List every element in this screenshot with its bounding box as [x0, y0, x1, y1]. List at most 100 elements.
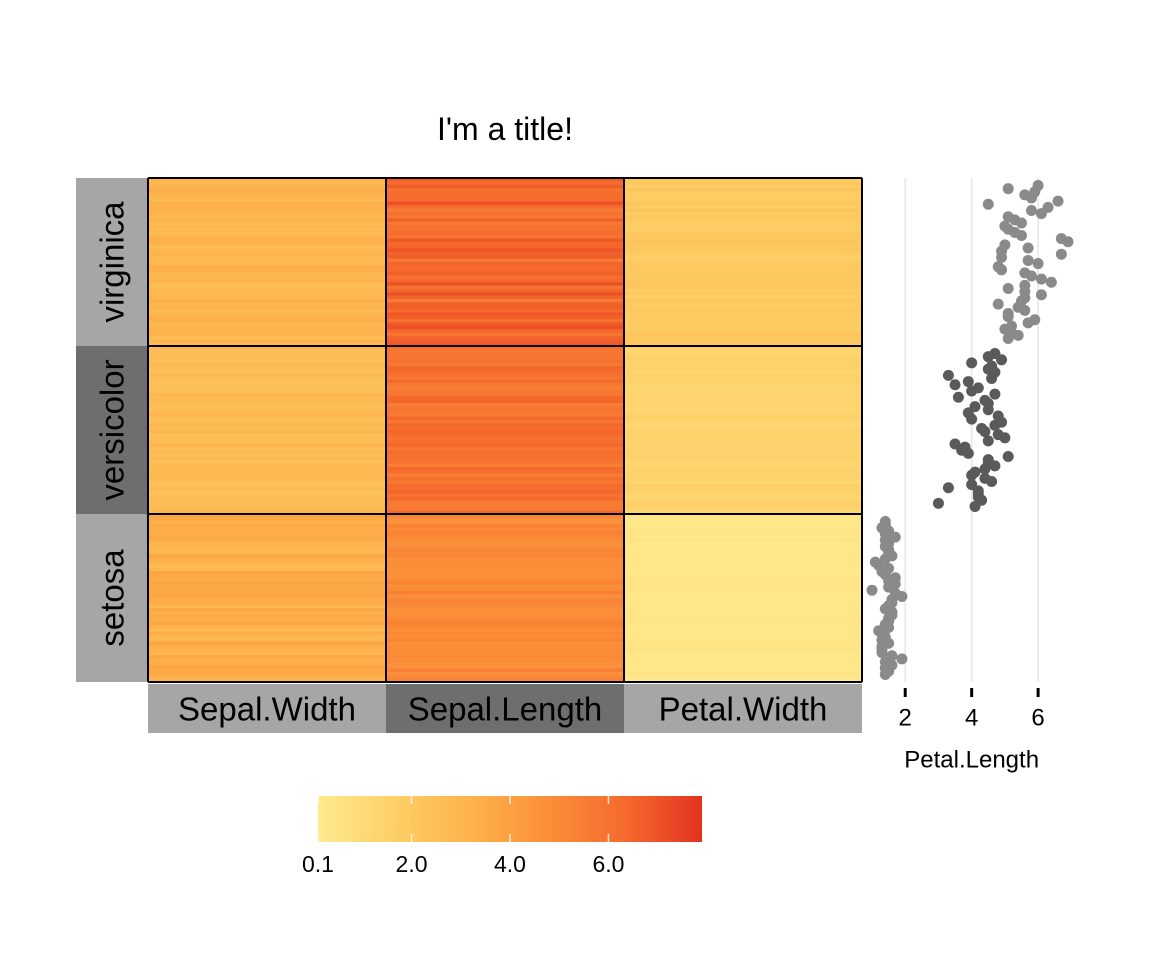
- heatmap-row-stripe: [386, 433, 624, 438]
- scatter-x-axis-label: Petal.Length: [904, 747, 1039, 774]
- scatter-point: [1012, 329, 1024, 341]
- heatmap-row-stripe: [148, 547, 386, 552]
- heatmap-row-stripe: [148, 480, 386, 485]
- heatmap-row-stripe: [624, 194, 862, 199]
- heatmap-row-stripe: [624, 594, 862, 599]
- heatmap-row-stripe: [148, 231, 386, 236]
- heatmap-row-stripe: [148, 473, 386, 478]
- heatmap-row-stripe: [386, 275, 624, 280]
- heatmap-row-stripe: [148, 574, 386, 579]
- heatmap-row-stripe: [386, 225, 624, 229]
- heatmap-row-stripe: [148, 399, 386, 404]
- heatmap-row-stripe: [386, 295, 624, 300]
- heatmap-row-stripe: [386, 278, 624, 283]
- heatmap-row-stripe: [624, 547, 862, 552]
- column-label-bg: [148, 684, 386, 733]
- heatmap-row-stripe: [624, 470, 862, 475]
- heatmap-row-stripe: [386, 527, 624, 532]
- heatmap-row-stripe: [148, 571, 386, 576]
- heatmap-row-stripe: [624, 393, 862, 397]
- heatmap-row-stripe: [148, 382, 386, 387]
- heatmap-row-stripe: [624, 614, 862, 619]
- heatmap-row-stripe: [148, 634, 386, 639]
- heatmap-row-stripe: [624, 598, 862, 602]
- heatmap-row-stripe: [386, 329, 624, 334]
- scatter-point: [896, 653, 908, 665]
- heatmap-row-stripe: [386, 443, 624, 448]
- heatmap-row-stripe: [624, 191, 862, 196]
- heatmap-row-stripe: [624, 557, 862, 562]
- heatmap-row-stripe: [386, 480, 624, 485]
- heatmap-row-stripe: [148, 406, 386, 411]
- heatmap-row-stripe: [386, 618, 624, 623]
- heatmap-row-stripe: [148, 386, 386, 391]
- heatmap-row-stripe: [148, 436, 386, 441]
- heatmap-row-stripe: [624, 463, 862, 468]
- heatmap-row-stripe: [624, 362, 862, 367]
- heatmap-row-stripe: [624, 295, 862, 300]
- heatmap-row-stripe: [148, 225, 386, 229]
- heatmap-row-stripe: [624, 416, 862, 421]
- heatmap-row-stripe: [148, 443, 386, 448]
- heatmap-row-stripe: [624, 302, 862, 307]
- heatmap-row-stripe: [624, 446, 862, 451]
- heatmap-row-stripe: [148, 591, 386, 596]
- heatmap-row-stripe: [624, 231, 862, 236]
- heatmap-row-stripe: [148, 416, 386, 421]
- heatmap-row-stripe: [624, 550, 862, 555]
- heatmap-row-stripe: [624, 567, 862, 572]
- heatmap-row-stripe: [386, 453, 624, 458]
- heatmap-row-stripe: [386, 231, 624, 236]
- heatmap-row-stripe: [624, 342, 862, 347]
- scatter-x-tick-label: 4: [965, 705, 978, 732]
- scatter-x-tick-label: 6: [1031, 705, 1044, 732]
- heatmap-row-stripe: [148, 325, 386, 330]
- heatmap-row-stripe: [148, 339, 386, 344]
- heatmap-row-stripe: [386, 272, 624, 277]
- heatmap-cell: [386, 514, 624, 683]
- scatter-point: [986, 373, 998, 385]
- heatmap-row-stripe: [148, 581, 386, 586]
- scatter-point: [1025, 205, 1037, 217]
- heatmap-row-stripe: [624, 282, 862, 287]
- scatter-point: [1002, 451, 1014, 463]
- heatmap-row-stripe: [148, 645, 386, 649]
- heatmap-row-stripe: [386, 430, 624, 434]
- heatmap-row-stripe: [386, 456, 624, 461]
- heatmap-row-stripe: [386, 577, 624, 582]
- heatmap-row-stripe: [386, 503, 624, 508]
- heatmap-row-stripe: [386, 346, 624, 350]
- heatmap-row-stripe: [624, 433, 862, 438]
- heatmap-row-stripe: [148, 255, 386, 260]
- heatmap-row-stripe: [624, 624, 862, 629]
- heatmap-row-stripe: [148, 584, 386, 589]
- heatmap-row-stripe: [624, 272, 862, 277]
- heatmap-row-stripe: [624, 204, 862, 209]
- heatmap-row-stripe: [624, 665, 862, 670]
- heatmap-row-stripe: [148, 342, 386, 347]
- heatmap-row-stripe: [148, 446, 386, 451]
- heatmap-row-stripe: [624, 587, 862, 592]
- heatmap-row-stripe: [386, 419, 624, 424]
- heatmap-row-stripe: [624, 349, 862, 354]
- heatmap-row-stripe: [386, 584, 624, 589]
- heatmap-row-stripe: [386, 466, 624, 471]
- scatter-point: [1015, 217, 1027, 229]
- heatmap-row-stripe: [386, 325, 624, 330]
- heatmap-row-stripe: [148, 503, 386, 508]
- heatmap-row-stripe: [148, 214, 386, 219]
- heatmap-row-stripe: [386, 611, 624, 616]
- heatmap-row-stripe: [386, 382, 624, 387]
- heatmap-row-stripe: [148, 322, 386, 327]
- heatmap-row-stripe: [386, 262, 624, 266]
- heatmap-row-stripe: [386, 591, 624, 596]
- legend-tick-label: 0.1: [302, 851, 334, 877]
- heatmap-row-stripe: [624, 245, 862, 250]
- heatmap-row-stripe: [148, 419, 386, 424]
- color-legend: 0.1 2.0 4.0 6.0: [302, 796, 702, 877]
- heatmap-row-stripe: [148, 520, 386, 525]
- scatter-point: [969, 500, 981, 512]
- scatter-point: [1022, 254, 1034, 266]
- heatmap-row-stripe: [386, 218, 624, 223]
- heatmap-row-stripe: [386, 201, 624, 206]
